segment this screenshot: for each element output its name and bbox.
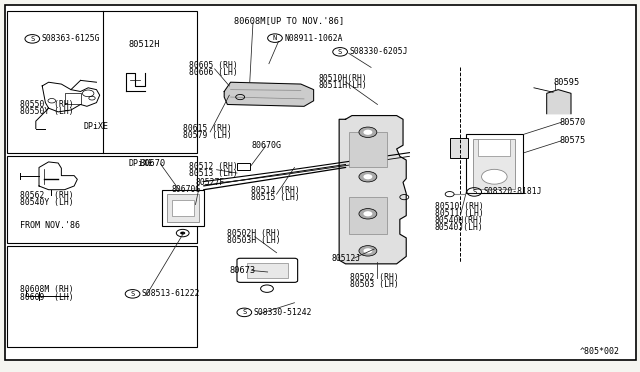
Text: S08330-6205J: S08330-6205J — [349, 47, 408, 56]
Bar — [466, 134, 523, 193]
Text: S: S — [131, 291, 134, 297]
Bar — [7, 246, 197, 347]
Text: 80514 (RH): 80514 (RH) — [251, 186, 300, 195]
Text: 80540H(RH): 80540H(RH) — [435, 216, 484, 225]
Text: S: S — [338, 49, 342, 55]
Text: S: S — [472, 189, 476, 195]
Text: 80513 (LH): 80513 (LH) — [189, 169, 238, 177]
Text: 80670G: 80670G — [172, 185, 201, 194]
Text: 80503H (LH): 80503H (LH) — [227, 235, 281, 245]
Text: 80615 (RH): 80615 (RH) — [182, 124, 232, 133]
Text: 80609  (LH): 80609 (LH) — [20, 293, 74, 302]
Polygon shape — [339, 116, 406, 264]
Text: 80606 (LH): 80606 (LH) — [189, 68, 238, 77]
Text: 80512 (RH): 80512 (RH) — [189, 162, 238, 171]
Polygon shape — [547, 90, 571, 114]
Text: S08320-8181J: S08320-8181J — [483, 187, 542, 196]
Text: S: S — [30, 36, 35, 42]
Text: 80502H (RH): 80502H (RH) — [227, 229, 281, 238]
Circle shape — [364, 174, 372, 179]
Text: DPiXE: DPiXE — [129, 159, 154, 168]
Text: 80515 (LH): 80515 (LH) — [251, 193, 300, 202]
Bar — [450, 138, 467, 158]
Text: DPiXE: DPiXE — [84, 122, 109, 131]
Bar — [7, 156, 197, 243]
Text: 80570: 80570 — [559, 118, 586, 127]
Bar — [349, 197, 387, 234]
Text: FROM NOV.'86: FROM NOV.'86 — [20, 221, 80, 230]
Text: 80512J: 80512J — [332, 254, 361, 263]
Bar — [349, 132, 387, 167]
Text: 80608M[UP TO NOV.'86]: 80608M[UP TO NOV.'86] — [234, 17, 344, 26]
Text: ^805*002: ^805*002 — [580, 347, 620, 356]
Bar — [168, 194, 198, 222]
Text: 80550  (RH): 80550 (RH) — [20, 100, 74, 109]
Circle shape — [359, 171, 377, 182]
Bar — [473, 138, 515, 189]
Circle shape — [364, 248, 372, 253]
Text: N08911-1062A: N08911-1062A — [284, 33, 343, 43]
Text: 80579 (LH): 80579 (LH) — [182, 131, 232, 140]
Text: 80510 (RH): 80510 (RH) — [435, 202, 484, 211]
Circle shape — [481, 169, 507, 184]
Text: 80540J(LH): 80540J(LH) — [435, 222, 484, 232]
Text: 80575: 80575 — [559, 136, 586, 145]
Bar — [7, 12, 197, 153]
Text: 80511H(LH): 80511H(LH) — [319, 81, 367, 90]
Bar — [163, 190, 204, 226]
Circle shape — [359, 246, 377, 256]
Text: 80511 (LH): 80511 (LH) — [435, 209, 484, 218]
Bar — [478, 138, 510, 156]
Text: N: N — [273, 35, 277, 41]
Text: 80605 (RH): 80605 (RH) — [189, 61, 238, 70]
Text: 80673: 80673 — [229, 266, 255, 275]
Circle shape — [364, 130, 372, 135]
Text: 80503 (LH): 80503 (LH) — [350, 280, 399, 289]
Text: 80527F: 80527F — [195, 178, 225, 187]
Text: 80562  (RH): 80562 (RH) — [20, 191, 74, 200]
Bar — [237, 163, 250, 170]
Text: 80502 (RH): 80502 (RH) — [350, 273, 399, 282]
Text: 80512H: 80512H — [129, 40, 160, 49]
Text: 80550Y (LH): 80550Y (LH) — [20, 108, 74, 116]
Text: 80595: 80595 — [553, 78, 579, 87]
Bar — [173, 200, 193, 217]
Text: S08513-61222: S08513-61222 — [142, 289, 200, 298]
Circle shape — [180, 232, 185, 235]
Text: S: S — [242, 310, 246, 315]
Text: 80670G: 80670G — [251, 141, 281, 151]
Text: 80540Y (LH): 80540Y (LH) — [20, 198, 74, 207]
Text: 80510H(RH): 80510H(RH) — [319, 74, 367, 83]
Text: 80670: 80670 — [140, 159, 166, 168]
Circle shape — [364, 211, 372, 217]
Text: 80608M (RH): 80608M (RH) — [20, 285, 74, 294]
Text: S08363-6125G: S08363-6125G — [42, 34, 100, 44]
Polygon shape — [224, 82, 314, 106]
FancyBboxPatch shape — [237, 258, 298, 282]
Circle shape — [359, 209, 377, 219]
Text: S08330-51242: S08330-51242 — [253, 308, 312, 317]
Circle shape — [359, 127, 377, 137]
Bar — [246, 263, 288, 278]
